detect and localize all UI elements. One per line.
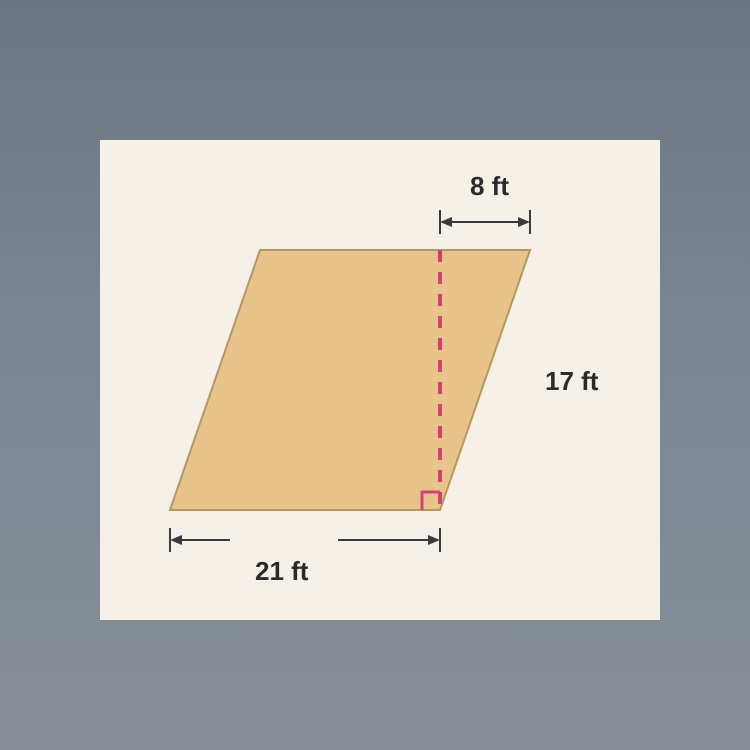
geometry-diagram: 8 ft 17 ft 21 ft (100, 140, 660, 620)
bottom-base-label: 21 ft (255, 556, 309, 586)
top-dimension-bar (440, 210, 530, 234)
diagram-container: 8 ft 17 ft 21 ft (100, 140, 660, 620)
bottom-dimension-bar (170, 528, 440, 552)
top-segment-label: 8 ft (470, 171, 509, 201)
right-side-label: 17 ft (545, 366, 599, 396)
parallelogram-shape (170, 250, 530, 510)
